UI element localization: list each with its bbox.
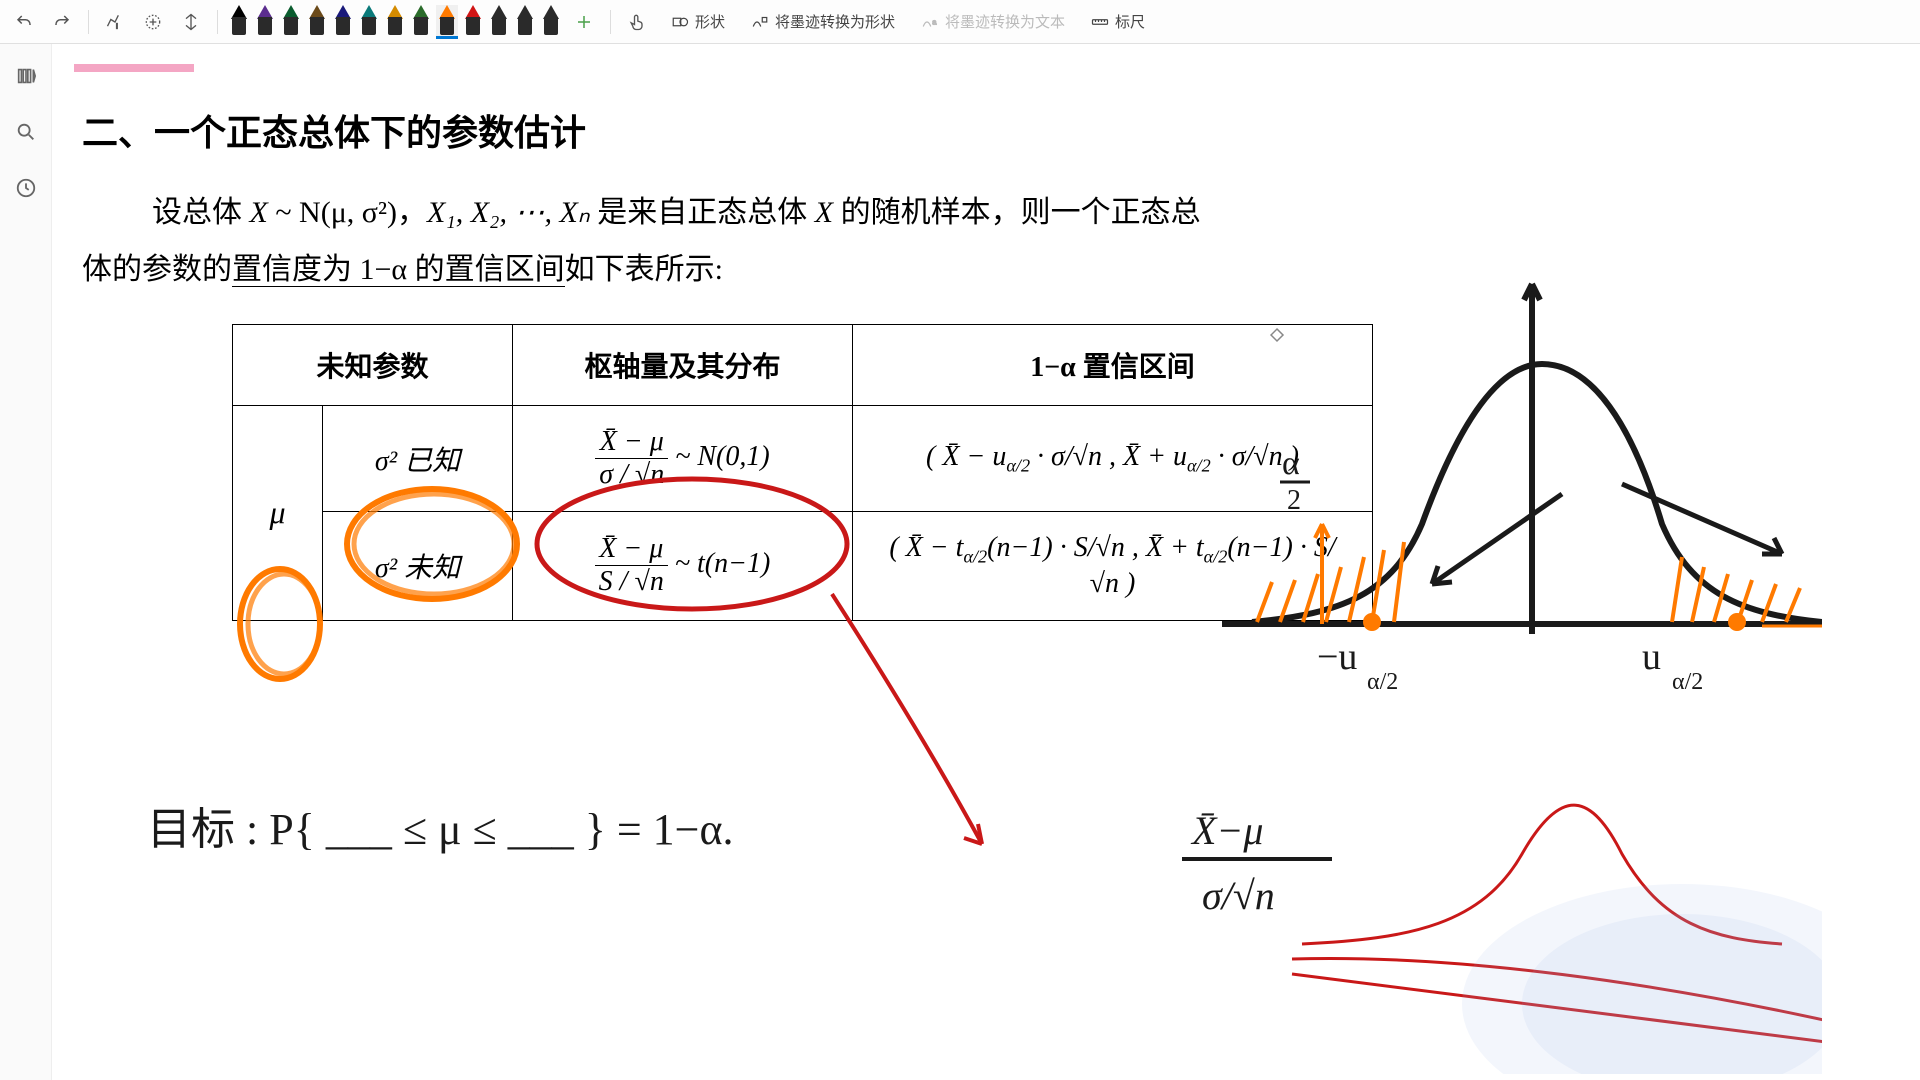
underlined-text: 置信度为 1−α 的置信区间 (232, 253, 565, 287)
ink-to-shape-label: 将墨迹转换为形状 (775, 11, 895, 32)
ruler-button[interactable]: 标尺 (1083, 7, 1153, 36)
col-ci: 1−α 置信区间 (853, 325, 1373, 406)
text: 设总体 (152, 196, 250, 229)
pen-tool-7[interactable] (410, 5, 432, 39)
pen-tool-5[interactable] (358, 5, 380, 39)
handwriting-goal: 目标 : P{ ___ ≤ μ ≤ ___ } = 1−α. (147, 805, 734, 854)
den: σ / √n (595, 459, 668, 491)
history-button[interactable] (10, 172, 42, 204)
pen-tool-10[interactable] (488, 5, 510, 39)
var-X-2: X (815, 196, 833, 229)
svg-text:u: u (1642, 636, 1661, 678)
pen-tool-9[interactable] (462, 5, 484, 39)
shapes-label: 形状 (695, 11, 725, 32)
redo-button[interactable] (46, 6, 78, 38)
dist: ~ t(n−1) (668, 548, 770, 579)
den: S / √n (595, 566, 668, 598)
cell-ci-1: ( X̄ − uα/2 · σ/√n , X̄ + uα/2 · σ/√n ) (853, 406, 1373, 512)
cell-sigma-known: σ² 已知 (323, 406, 513, 512)
sample-seq: X₁, X₂, ⋯, Xₙ (427, 196, 590, 229)
col-pivot: 枢轴量及其分布 (513, 325, 853, 406)
insert-space-button[interactable] (175, 6, 207, 38)
text: 体的参数的 (82, 253, 232, 286)
svg-text:α/2: α/2 (1672, 669, 1703, 695)
pen-tool-0[interactable] (228, 5, 250, 39)
t: α/2 (1204, 547, 1228, 567)
cell-pivot-2: X̄ − μS / √n ~ t(n−1) (513, 512, 853, 621)
intro-paragraph: 设总体 X ~ N(μ, σ²)，X₁, X₂, ⋯, Xₙ 是来自正态总体 X… (152, 184, 1652, 298)
cell-ci-2: ( X̄ − tα/2(n−1) · S/√n , X̄ + tα/2(n−1)… (853, 512, 1373, 621)
lasso-select-button[interactable]: I (99, 6, 131, 38)
t: α/2 (1006, 455, 1030, 475)
separator (217, 10, 218, 34)
pen-tool-4[interactable] (332, 5, 354, 39)
pen-tool-2[interactable] (280, 5, 302, 39)
ink-to-text-label: 将墨迹转换为文本 (945, 11, 1065, 32)
svg-text:σ/√n: σ/√n (1202, 873, 1275, 918)
svg-text:a: a (932, 17, 937, 26)
text: 的随机样本，则一个正态总 (833, 196, 1201, 229)
cell-pivot-1: X̄ − μσ / √n ~ N(0,1) (513, 406, 853, 512)
separator (88, 10, 89, 34)
pen-tool-1[interactable] (254, 5, 276, 39)
t: · σ/√n , X̄ + u (1030, 441, 1187, 472)
t: α/2 (963, 547, 987, 567)
svg-text:X̄−μ: X̄−μ (1190, 808, 1264, 853)
undo-button[interactable] (8, 6, 40, 38)
t: α/2 (1187, 455, 1211, 475)
dist: ~ N(0,1) (668, 441, 769, 472)
pen-tool-6[interactable] (384, 5, 406, 39)
text: 是来自正态总体 (590, 196, 815, 229)
pen-palette (228, 5, 562, 39)
table-header-row: 未知参数 枢轴量及其分布 1−α 置信区间 (233, 325, 1373, 406)
section-heading: 二、一个正态总体下的参数估计 (82, 104, 586, 156)
shapes-button[interactable]: 形状 (663, 7, 733, 36)
page-tab-marker (74, 64, 194, 72)
t: (n−1) · S/√n , X̄ + t (987, 532, 1203, 563)
left-rail (0, 44, 52, 1080)
top-toolbar: I 形状 将墨迹转换为形状 a 将墨迹转换为文本 标尺 (0, 0, 1920, 44)
svg-text:α/2: α/2 (1367, 669, 1398, 695)
table-row: μ σ² 已知 X̄ − μσ / √n ~ N(0,1) ( X̄ − uα/… (233, 406, 1373, 512)
svg-text:−u: −u (1317, 636, 1357, 678)
t: ( X̄ − t (889, 532, 963, 563)
text: 如下表所示: (565, 253, 723, 286)
ink-to-text-button[interactable]: a 将墨迹转换为文本 (913, 7, 1073, 36)
col-unknown-param: 未知参数 (233, 325, 513, 406)
text: ~ N(μ, σ²)， (268, 196, 427, 229)
pen-tool-3[interactable] (306, 5, 328, 39)
num: X̄ − μ (595, 426, 668, 459)
note-canvas[interactable]: 二、一个正态总体下的参数估计 设总体 X ~ N(μ, σ²)，X₁, X₂, … (52, 44, 1920, 1080)
separator (610, 10, 611, 34)
confidence-interval-table: 未知参数 枢轴量及其分布 1−α 置信区间 μ σ² 已知 X̄ − μσ / … (232, 324, 1373, 621)
touch-draw-button[interactable] (621, 6, 653, 38)
table-row: σ² 未知 X̄ − μS / √n ~ t(n−1) ( X̄ − tα/2(… (233, 512, 1373, 621)
svg-text:I: I (116, 21, 118, 30)
search-button[interactable] (10, 116, 42, 148)
t: ( X̄ − u (926, 441, 1006, 472)
cell-mu: μ (233, 406, 323, 621)
pen-tool-12[interactable] (540, 5, 562, 39)
add-tool-button[interactable] (568, 6, 600, 38)
pen-tool-8[interactable] (436, 5, 458, 39)
cell-sigma-unknown: σ² 未知 (323, 512, 513, 621)
pen-tool-11[interactable] (514, 5, 536, 39)
add-pen-button[interactable] (137, 6, 169, 38)
num: X̄ − μ (595, 533, 668, 566)
ruler-label: 标尺 (1115, 11, 1145, 32)
page: 二、一个正态总体下的参数估计 设总体 X ~ N(μ, σ²)，X₁, X₂, … (62, 54, 1822, 1074)
nav-button[interactable] (10, 60, 42, 92)
var-X: X (250, 196, 268, 229)
ink-to-shape-button[interactable]: 将墨迹转换为形状 (743, 7, 903, 36)
t: · σ/√n ) (1211, 441, 1299, 472)
